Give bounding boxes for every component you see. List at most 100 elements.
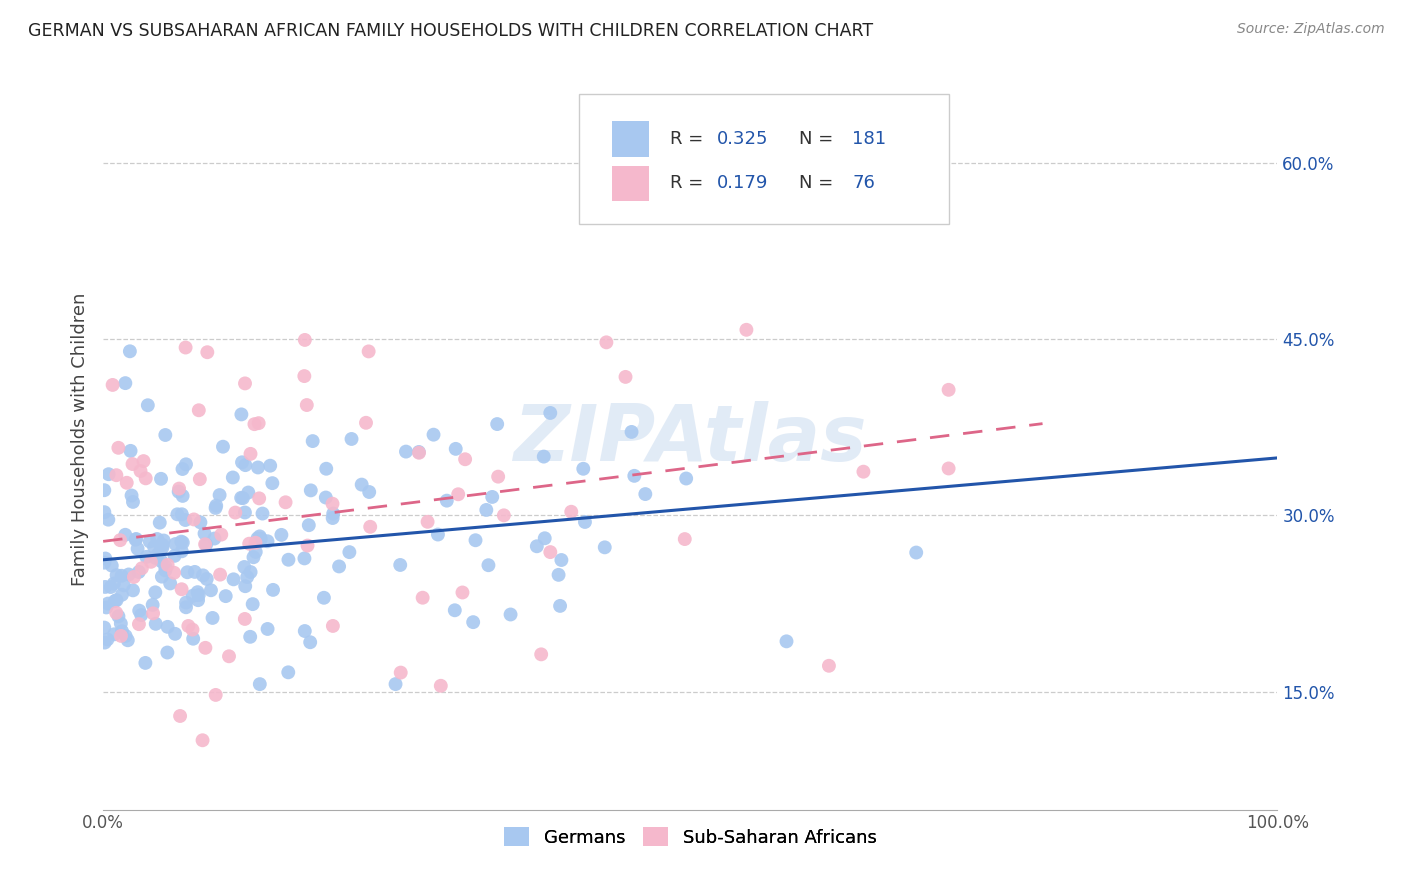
Point	[120, 443, 142, 458]
Point	[128, 617, 150, 632]
Text: 0.179: 0.179	[717, 174, 769, 193]
Text: Source: ZipAtlas.com: Source: ZipAtlas.com	[1237, 22, 1385, 37]
Point	[249, 532, 271, 546]
Point	[852, 465, 875, 479]
Point	[294, 551, 316, 566]
Point	[139, 534, 162, 549]
Point	[222, 572, 245, 586]
Point	[430, 679, 453, 693]
Point	[170, 582, 193, 597]
Point	[247, 416, 270, 430]
Point	[243, 417, 266, 432]
Point	[481, 490, 503, 504]
Point	[122, 570, 145, 584]
Point	[129, 608, 152, 623]
Point	[174, 596, 197, 610]
Point	[93, 505, 115, 519]
Point	[245, 535, 267, 549]
Point	[249, 533, 271, 548]
Point	[359, 485, 381, 500]
Point	[167, 484, 190, 499]
Point	[436, 493, 458, 508]
Text: GERMAN VS SUBSAHARAN AFRICAN FAMILY HOUSEHOLDS WITH CHILDREN CORRELATION CHART: GERMAN VS SUBSAHARAN AFRICAN FAMILY HOUS…	[28, 22, 873, 40]
Point	[238, 485, 260, 500]
Point	[187, 593, 209, 607]
Point	[486, 469, 509, 483]
Point	[301, 434, 323, 448]
Point	[110, 568, 132, 582]
Point	[195, 537, 218, 551]
Point	[93, 635, 115, 649]
Point	[256, 534, 278, 549]
Point	[174, 341, 197, 355]
Point	[194, 537, 217, 551]
Point	[118, 344, 141, 359]
Point	[322, 619, 344, 633]
Point	[187, 403, 209, 417]
Point	[322, 511, 344, 525]
Point	[132, 454, 155, 468]
Point	[174, 513, 197, 527]
Point	[124, 533, 146, 547]
Point	[142, 607, 165, 621]
Point	[741, 182, 763, 196]
Point	[249, 529, 271, 543]
Text: 76: 76	[852, 174, 875, 193]
Point	[256, 622, 278, 636]
Point	[337, 545, 360, 559]
Point	[233, 458, 256, 472]
Point	[277, 553, 299, 567]
Point	[212, 440, 235, 454]
Point	[205, 499, 228, 513]
Point	[246, 532, 269, 546]
Point	[165, 627, 187, 641]
Point	[233, 612, 256, 626]
Point	[299, 483, 322, 498]
Point	[112, 578, 135, 592]
Point	[312, 591, 335, 605]
Point	[233, 560, 256, 574]
Point	[775, 634, 797, 648]
Point	[118, 567, 141, 582]
Point	[550, 553, 572, 567]
Point	[170, 508, 193, 522]
Point	[195, 345, 218, 359]
Point	[156, 620, 179, 634]
Point	[150, 472, 173, 486]
Point	[170, 544, 193, 558]
Point	[122, 495, 145, 509]
Point	[408, 446, 430, 460]
Point	[454, 452, 477, 467]
Point	[93, 621, 115, 635]
Point	[526, 539, 548, 553]
Point	[114, 629, 136, 643]
Point	[486, 417, 509, 431]
Point	[239, 565, 262, 579]
Point	[129, 464, 152, 478]
Point	[246, 460, 269, 475]
Point	[134, 656, 156, 670]
Point	[174, 458, 197, 472]
Point	[299, 635, 322, 649]
Point	[145, 550, 167, 565]
Point	[274, 495, 297, 509]
Point	[105, 606, 128, 620]
Point	[159, 576, 181, 591]
Point	[103, 627, 125, 641]
Point	[93, 556, 115, 570]
Point	[139, 555, 162, 569]
Point	[572, 462, 595, 476]
Point	[128, 565, 150, 579]
Point	[128, 604, 150, 618]
Point	[298, 518, 321, 533]
Point	[172, 535, 194, 549]
Text: R =: R =	[671, 174, 709, 193]
Point	[249, 677, 271, 691]
Point	[315, 491, 337, 505]
Point	[93, 483, 115, 498]
Point	[166, 508, 188, 522]
Point	[104, 594, 127, 608]
Point	[634, 487, 657, 501]
Point	[245, 545, 267, 559]
Point	[183, 512, 205, 526]
